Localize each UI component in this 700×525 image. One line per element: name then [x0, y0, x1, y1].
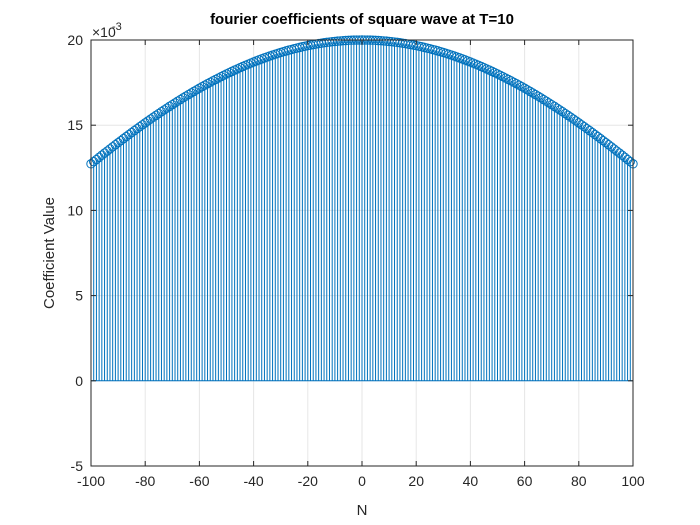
x-tick-label: -60	[189, 473, 209, 489]
stem-marker	[528, 88, 538, 98]
stem-marker	[183, 89, 194, 100]
x-tick-label: -40	[243, 473, 263, 489]
stem-marker	[498, 71, 508, 82]
stem-marker	[533, 91, 543, 101]
stem-marker	[549, 101, 560, 112]
stem-marker	[547, 99, 557, 110]
stem-marker	[506, 76, 516, 86]
x-tick-label: 0	[358, 473, 366, 489]
y-tick-label: 20	[67, 32, 83, 48]
stem-marker	[205, 77, 215, 87]
stem-marker	[213, 73, 224, 83]
stem-marker	[197, 82, 207, 92]
stem-marker	[186, 88, 196, 98]
stem-marker	[208, 76, 218, 86]
stem-marker	[538, 94, 549, 105]
stem-marker	[200, 80, 210, 90]
stem-marker	[503, 74, 514, 85]
x-tick-label: 60	[517, 473, 533, 489]
y-exponent-label: ×10 -3	[92, 21, 122, 40]
stem-marker	[519, 83, 530, 93]
stem-marker	[544, 98, 554, 108]
y-tick-label: -5	[71, 458, 84, 474]
stem-marker	[194, 83, 205, 93]
stem-marker	[189, 86, 199, 97]
stem-marker	[522, 85, 533, 95]
y-exponent-power: -3	[112, 21, 122, 33]
x-axis-label: N	[357, 502, 368, 519]
stem-marker	[625, 156, 635, 167]
stem-marker	[536, 93, 546, 103]
x-tick-label: 40	[463, 473, 479, 489]
stem-marker	[541, 96, 551, 106]
stem-marker	[514, 80, 524, 90]
stem-marker	[159, 105, 169, 115]
y-tick-label: 15	[67, 117, 83, 133]
y-exponent-base: ×10	[92, 24, 116, 40]
stem-marker	[162, 103, 172, 113]
stem-marker	[164, 101, 175, 112]
stem-marker	[500, 73, 511, 83]
stem-marker	[530, 89, 541, 100]
stem-marker	[167, 99, 178, 110]
stem-marker	[517, 82, 527, 92]
x-tick-label: 100	[621, 473, 645, 489]
stem-marker	[525, 86, 535, 97]
tick-labels: -100 -80 -60 -40 -20 0 20 40 60 80 100 -5 0 5 10 15 20	[67, 32, 644, 489]
stem-marker	[511, 79, 522, 89]
stem-marker	[191, 85, 202, 95]
x-tick-label: 80	[571, 473, 587, 489]
y-tick-label: 5	[75, 288, 83, 304]
stem-marker	[170, 98, 180, 108]
x-tick-label: 20	[408, 473, 424, 489]
axes	[90, 39, 634, 467]
stem-marker	[173, 96, 183, 106]
x-tick-label: -100	[77, 473, 105, 489]
x-tick-label: -80	[135, 473, 155, 489]
stem-marker	[509, 77, 519, 87]
stem-marker	[181, 91, 191, 101]
stem-marker	[210, 74, 221, 85]
stem-series	[86, 35, 638, 382]
y-tick-label: 0	[75, 373, 83, 389]
y-tick-label: 10	[67, 202, 83, 218]
chart-title: fourier coefficients of square wave at T…	[210, 11, 514, 28]
stem-marker	[178, 93, 188, 103]
y-axis-label: Coefficient Value	[41, 197, 58, 309]
stem-marker	[202, 79, 213, 89]
x-tick-label: -20	[298, 473, 318, 489]
stem-marker	[175, 94, 186, 105]
